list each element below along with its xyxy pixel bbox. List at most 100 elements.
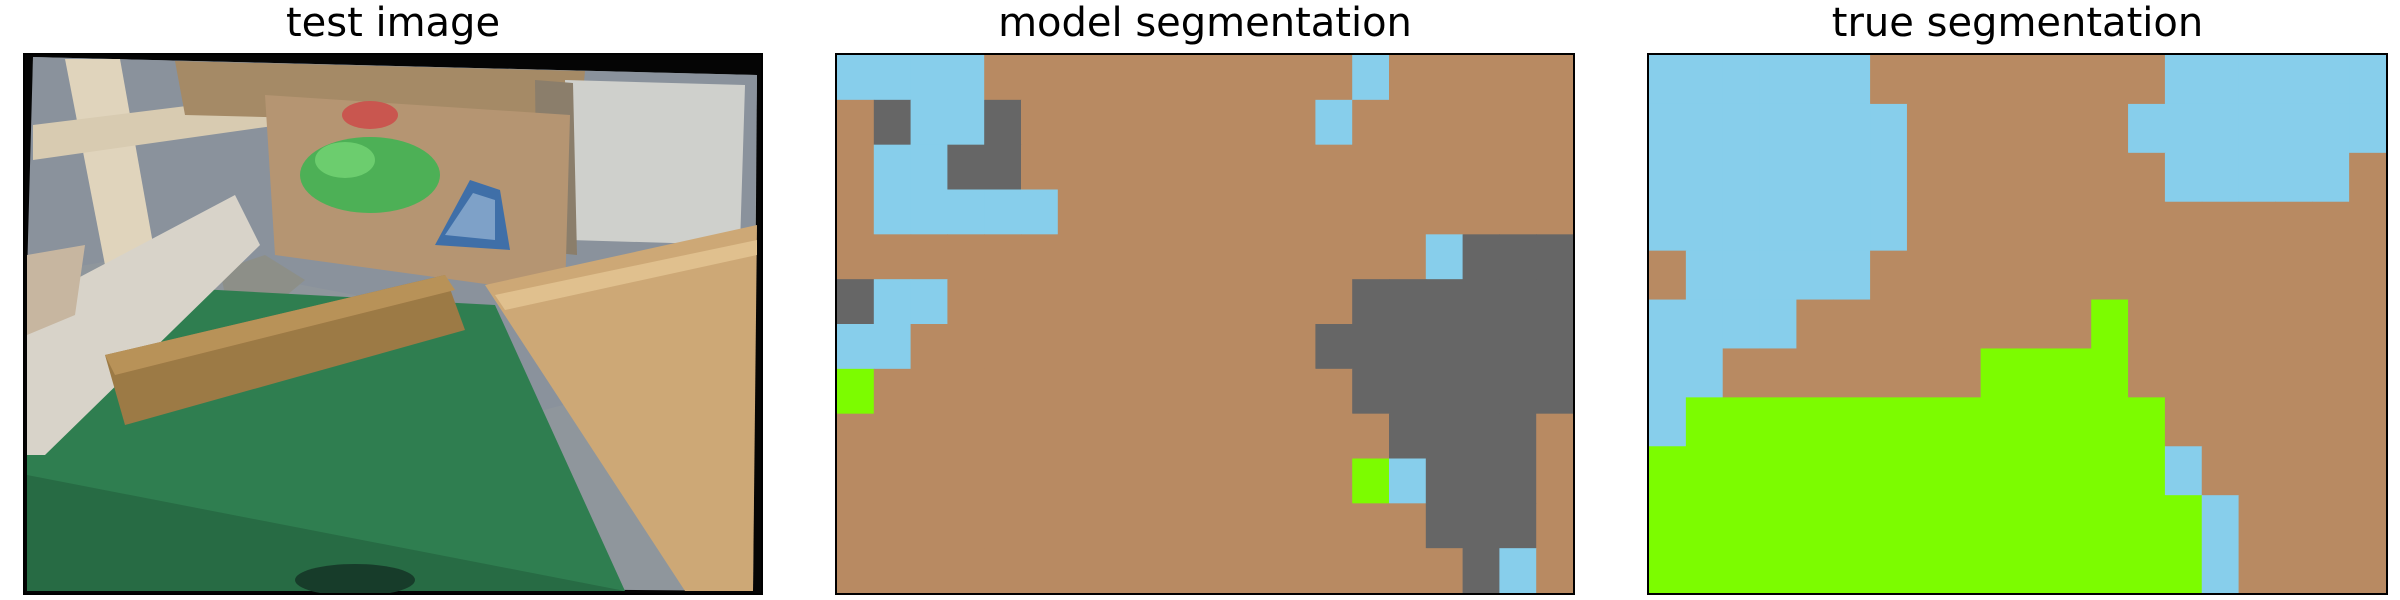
- model-segmentation-cell: [947, 503, 985, 549]
- true-segmentation-cell: [1906, 446, 1945, 496]
- true-segmentation-cell: [1722, 495, 1761, 545]
- true-segmentation-cell: [2164, 152, 2203, 203]
- true-segmentation-cell: [2128, 201, 2166, 252]
- true-segmentation-cell: [1796, 152, 1834, 203]
- model-segmentation-cell: [1021, 189, 1059, 235]
- model-segmentation-cell: [1278, 548, 1316, 593]
- true-segmentation-cell: [1722, 250, 1761, 301]
- model-segmentation-cell: [837, 144, 875, 191]
- model-segmentation-cell: [984, 279, 1022, 325]
- model-segmentation-cell: [1462, 324, 1500, 370]
- model-segmentation-cell: [1389, 189, 1427, 235]
- model-segmentation-cell: [1205, 55, 1243, 101]
- model-segmentation-cell: [1425, 368, 1464, 415]
- true-segmentation-cell: [2201, 348, 2240, 398]
- true-segmentation-cell: [1685, 250, 1724, 301]
- model-segmentation-cell: [873, 99, 912, 146]
- true-segmentation-cell: [2164, 103, 2203, 154]
- model-segmentation-cell: [984, 413, 1022, 460]
- model-segmentation-cell: [984, 144, 1022, 191]
- model-segmentation-cell: [1499, 234, 1537, 280]
- true-segmentation-cell: [1649, 299, 1687, 350]
- model-segmentation-cell: [984, 324, 1022, 370]
- model-segmentation-cell: [947, 144, 985, 191]
- true-segmentation-cell: [2312, 55, 2350, 105]
- true-segmentation-cell: [2201, 201, 2240, 252]
- true-segmentation-cell: [2349, 397, 2386, 447]
- true-segmentation-cell: [1943, 397, 1982, 447]
- model-segmentation-cell: [1205, 503, 1243, 549]
- model-segmentation-cell: [1315, 55, 1353, 101]
- true-segmentation-cell: [2312, 201, 2350, 252]
- model-segmentation-cell: [910, 503, 948, 549]
- model-segmentation-cell: [1094, 234, 1132, 280]
- true-segmentation-cell: [2054, 348, 2092, 398]
- true-segmentation-cell: [1833, 544, 1871, 593]
- model-segmentation-cell: [1131, 324, 1169, 370]
- true-segmentation-cell: [1685, 544, 1724, 593]
- true-segmentation-cell: [1796, 495, 1834, 545]
- true-segmentation-cell: [2349, 55, 2386, 105]
- model-segmentation-cell: [1021, 279, 1059, 325]
- true-segmentation-cell: [1906, 250, 1945, 301]
- true-segmentation-cell: [2017, 55, 2055, 105]
- true-segmentation-cell: [1943, 348, 1982, 398]
- model-segmentation-cell: [1278, 503, 1316, 549]
- true-segmentation-cell: [1870, 103, 1908, 154]
- true-segmentation-cell: [2017, 495, 2055, 545]
- model-segmentation-cell: [1315, 99, 1353, 146]
- true-segmentation-cell: [1906, 201, 1945, 252]
- true-segmentation-cell: [1649, 348, 1687, 398]
- model-segmentation-cell: [837, 234, 875, 280]
- model-segmentation-cell: [873, 189, 912, 235]
- true-segmentation-cell: [1906, 152, 1945, 203]
- model-segmentation-cell: [1021, 548, 1059, 593]
- true-segmentation-cell: [1833, 495, 1871, 545]
- model-segmentation-cell: [947, 324, 985, 370]
- model-segmentation-cell: [1205, 144, 1243, 191]
- true-segmentation-cell: [1759, 495, 1797, 545]
- model-segmentation-cell: [1168, 368, 1206, 415]
- model-segmentation-cell: [873, 234, 912, 280]
- true-segmentation-cell: [1870, 201, 1908, 252]
- true-segmentation-cell: [2054, 103, 2092, 154]
- model-segmentation-cell: [1536, 458, 1573, 504]
- true-segmentation-cell: [2275, 201, 2313, 252]
- true-segmentation-cell: [1906, 55, 1945, 105]
- true-segmentation-cell: [2017, 201, 2055, 252]
- model-segmentation-cell: [984, 234, 1022, 280]
- model-segmentation-cell: [1499, 324, 1537, 370]
- true-segmentation-cell: [2164, 299, 2203, 350]
- true-segmentation-cell: [1980, 495, 2019, 545]
- model-segmentation-cell: [1352, 413, 1390, 460]
- model-segmentation-cell: [1315, 189, 1353, 235]
- model-segmentation-cell: [910, 234, 948, 280]
- true-segmentation-cell: [1906, 495, 1945, 545]
- true-segmentation-cell: [1685, 446, 1724, 496]
- true-segmentation-cell: [1685, 397, 1724, 447]
- model-segmentation-cell: [1094, 548, 1132, 593]
- model-segmentation-cell: [1462, 99, 1500, 146]
- model-segmentation-cell: [984, 368, 1022, 415]
- true-segmentation-cell: [2312, 446, 2350, 496]
- true-segmentation-cell: [1722, 544, 1761, 593]
- true-segmentation-cell: [1759, 544, 1797, 593]
- model-segmentation-cell: [1462, 234, 1500, 280]
- model-segmentation-cell: [947, 548, 985, 593]
- model-segmentation-title: model segmentation: [998, 0, 1412, 46]
- model-segmentation-cell: [1425, 189, 1464, 235]
- true-segmentation-cell: [1870, 152, 1908, 203]
- true-segmentation-cell: [1980, 55, 2019, 105]
- model-segmentation-cell: [947, 234, 985, 280]
- model-segmentation-cell: [1021, 55, 1059, 101]
- model-segmentation-cell: [1241, 144, 1280, 191]
- model-segmentation-cell: [1241, 234, 1280, 280]
- true-segmentation-cell: [2128, 103, 2166, 154]
- model-segmentation-cell: [1094, 368, 1132, 415]
- true-segmentation-title: true segmentation: [1831, 0, 2204, 46]
- true-segmentation-cell: [2349, 446, 2386, 496]
- model-segmentation-cell: [1241, 368, 1280, 415]
- true-segmentation-cell: [2091, 299, 2129, 350]
- true-segmentation-cell: [2275, 544, 2313, 593]
